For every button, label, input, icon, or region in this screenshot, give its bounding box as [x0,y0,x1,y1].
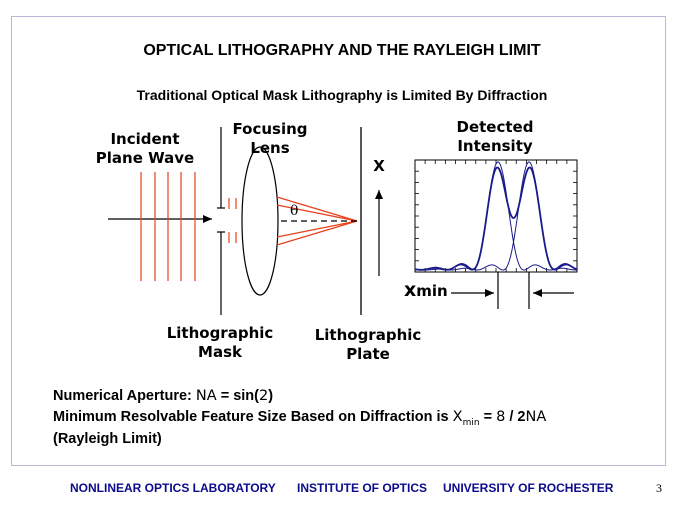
xmin-label: xmin [404,279,448,301]
rayleigh-formula-line: Minimum Resolvable Feature Size Based on… [53,409,547,428]
single-source-curve [415,161,577,271]
focusing-lens [241,146,279,296]
rayleigh-limit-note: (Rayleigh Limit) [53,431,162,447]
combined-intensity-curve [414,166,578,271]
transmitted-wave-segments [228,198,237,243]
slide-title: OPTICAL LITHOGRAPHY AND THE RAYLEIGH LIM… [143,42,541,59]
x-axis-label: X [373,157,385,175]
slide-frame [11,16,666,466]
detected-intensity-label: Detected Intensity [456,118,534,155]
lithographic-mask [217,127,225,315]
footer-lab: NONLINEAR OPTICS LABORATORY [70,481,276,495]
converging-rays [276,196,358,246]
incident-label: Incident Plane Wave [95,130,195,167]
plot-ticks [414,159,578,273]
single-source-curve [415,161,578,271]
intensity-curves [414,161,578,271]
plane-wave-lines [140,172,196,281]
slide-subtitle: Traditional Optical Mask Lithography is … [136,87,548,103]
plate-label: Lithographic Plate [314,326,422,363]
intensity-plot-frame [414,159,578,273]
page-number: 3 [656,481,662,495]
mask-label: Lithographic Mask [166,324,274,361]
footer-institute: INSTITUTE OF OPTICS [297,481,428,495]
numerical-aperture-line: Numerical Aperture: NA = sin(2) [53,388,274,404]
footer-university: UNIVERSITY OF ROCHESTER [443,481,614,495]
focusing-lens-label: Focusing Lens [232,120,308,157]
theta-label: θ [290,203,299,219]
